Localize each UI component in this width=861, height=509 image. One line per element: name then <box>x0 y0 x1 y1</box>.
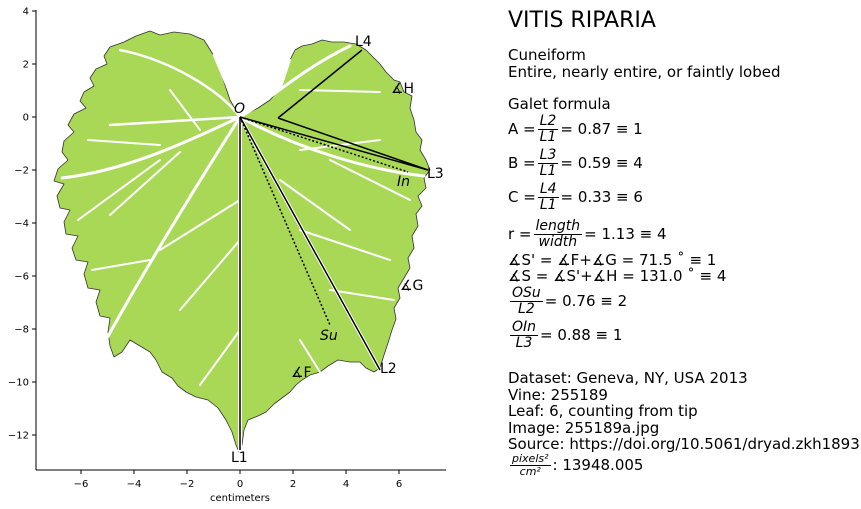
formula-s-prime: ∡S' = ∡F+∡G = 71.5 ˚ ≡ 1 <box>508 250 717 269</box>
line-L4 <box>277 49 363 119</box>
formula-C-num: L4 <box>537 181 559 198</box>
formula-oin-num: OIn <box>510 319 539 336</box>
scale-den: cm² <box>519 464 541 478</box>
formula-C-value: = 0.33 ≡ 6 <box>560 188 643 207</box>
label-angle-H: ∡H <box>391 81 414 97</box>
formula-oin: OIn L3 = 0.88 ≡ 1 <box>508 319 860 353</box>
formula-osu-fraction: OSu L2 <box>510 286 543 317</box>
leaf-shape: Cuneiform <box>508 46 586 64</box>
source-scale: pixels² cm² : 13948.005 <box>508 451 861 478</box>
formula-oin-fraction: OIn L3 <box>510 319 539 351</box>
x-tick-label: 4 <box>343 479 349 490</box>
y-tick-label: 2 <box>23 60 29 71</box>
formula-B-name: B = <box>508 154 536 173</box>
y-tick-label: 0 <box>23 113 29 124</box>
species-title: VITIS RIPARIA <box>508 8 656 33</box>
leaf-margin: Entire, nearly entire, or faintly lobed <box>508 62 781 81</box>
label-L1: L1 <box>231 450 248 466</box>
formula-A-num: L2 <box>537 113 559 130</box>
line-L3 <box>239 116 429 171</box>
label-In: In <box>397 174 410 190</box>
label-L3: L3 <box>427 166 444 182</box>
formula-B-fraction: L3 L1 <box>537 147 559 179</box>
label-L2: L2 <box>380 361 397 377</box>
formula-oin-value: = 0.88 ≡ 1 <box>540 326 623 345</box>
info-panel: VITIS RIPARIA Cuneiform Entire, nearly e… <box>508 8 861 477</box>
y-tick-label: 4 <box>23 7 29 18</box>
x-tick-label: −4 <box>127 479 142 490</box>
y-ticks: 4 2 0 −2 −4 −6 −8 −10 −12 <box>8 7 36 442</box>
source-leaf: Leaf: 6, counting from tip <box>508 402 698 420</box>
source-dataset: Dataset: Geneva, NY, USA 2013 <box>508 369 748 387</box>
formula-A-den: L1 <box>539 129 557 145</box>
y-tick-label: −8 <box>14 325 29 336</box>
line-L2 <box>239 116 381 371</box>
line-OIn <box>239 116 409 173</box>
x-tick-label: 0 <box>237 479 243 490</box>
formula-C-fraction: L4 L1 <box>537 181 559 213</box>
formula-r-den: width <box>538 234 578 250</box>
formula-r-fraction: length width <box>533 218 583 250</box>
x-tick-label: −6 <box>74 479 89 490</box>
label-L4: L4 <box>355 34 372 50</box>
formula-osu-value: = 0.76 ≡ 2 <box>544 292 628 311</box>
formula-r: r = length width = 1.13 ≡ 4 <box>508 218 860 252</box>
galet-heading: Galet formula <box>508 95 611 113</box>
x-ticks: −6 −4 −2 0 2 4 6 <box>74 470 402 490</box>
label-origin: O <box>234 101 245 117</box>
label-Su: Su <box>320 328 338 344</box>
formula-osu-num: OSu <box>510 285 543 302</box>
formula-A-name: A = <box>508 120 536 139</box>
formula-B-num: L3 <box>537 147 559 164</box>
formula-A: A = L2 L1 = 0.87 ≡ 1 <box>508 113 860 147</box>
y-tick-label: −4 <box>14 219 29 230</box>
line-L4-base <box>277 117 429 171</box>
x-axis-label: centimeters <box>210 493 270 504</box>
x-tick-label: −2 <box>180 479 195 490</box>
formula-A-value: = 0.87 ≡ 1 <box>560 120 643 139</box>
formula-r-value: = 1.13 ≡ 4 <box>584 225 667 244</box>
formula-B-value: = 0.59 ≡ 4 <box>560 154 643 173</box>
formula-s: ∡S = ∡S'+∡H = 131.0 ˚ ≡ 4 <box>508 267 727 285</box>
leaf-plot: 4 2 0 −2 −4 −6 −8 −10 −12 −6 −4 −2 0 2 4… <box>8 7 446 504</box>
x-tick-label: 6 <box>396 479 402 490</box>
formula-A-fraction: L2 L1 <box>537 113 559 145</box>
scale-fraction: pixels² cm² <box>510 451 551 478</box>
formula-osu: OSu L2 = 0.76 ≡ 2 <box>508 285 860 319</box>
scale-num: pixels² <box>510 451 551 466</box>
scale-value: : 13948.005 <box>552 455 644 474</box>
measurement-lines <box>239 49 429 450</box>
y-tick-label: −10 <box>8 378 29 389</box>
formula-C-den: L1 <box>539 197 557 213</box>
y-tick-label: −2 <box>14 166 29 177</box>
x-tick-label: 2 <box>290 479 296 490</box>
formula-B-den: L1 <box>539 163 557 179</box>
source-doi: Source: https://doi.org/10.5061/dryad.zk… <box>508 435 861 453</box>
label-angle-G: ∡G <box>400 278 423 294</box>
formula-r-num: length <box>533 218 583 235</box>
source-block: Dataset: Geneva, NY, USA 2013 Vine: 2551… <box>508 370 861 478</box>
formula-r-name: r = <box>508 225 532 244</box>
line-OSu <box>239 116 331 326</box>
y-tick-label: −12 <box>8 431 29 442</box>
source-vine: Vine: 255189 <box>508 385 608 404</box>
formula-B: B = L3 L1 = 0.59 ≡ 4 <box>508 147 860 181</box>
formula-osu-den: L2 <box>518 301 535 317</box>
source-image: Image: 255189a.jpg <box>508 418 660 437</box>
formula-oin-den: L3 <box>515 335 533 351</box>
formula-C: C = L4 L1 = 0.33 ≡ 6 <box>508 181 860 215</box>
y-tick-label: −6 <box>14 272 29 283</box>
formula-C-name: C = <box>508 188 536 207</box>
label-angle-F: ∡F <box>291 365 312 381</box>
